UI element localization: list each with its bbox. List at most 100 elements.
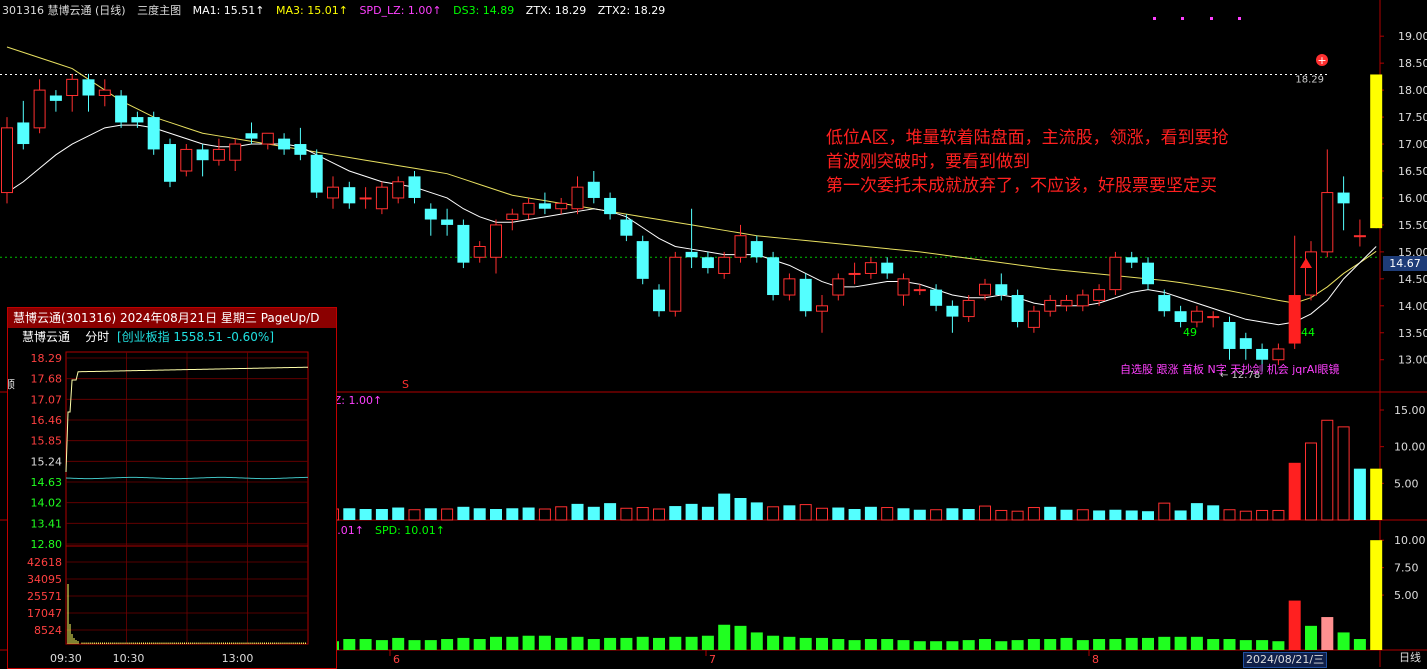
spd-bar — [604, 637, 617, 650]
spd-bar — [1305, 625, 1317, 650]
candle-body — [424, 208, 437, 220]
price-tick-label: 14.00 — [1398, 300, 1427, 313]
popup-price-tick: 15.24 — [31, 455, 63, 468]
popup-volume-tick: 34095 — [27, 573, 62, 586]
spd-bar — [783, 636, 796, 650]
candle-body — [979, 283, 991, 296]
candle-body — [701, 257, 714, 269]
spd-bar — [767, 635, 780, 650]
annotation-line-3: 第一次委托未成就放弃了，不应该，好股票要坚定买 — [826, 176, 1217, 196]
panel3-right-label: SPD: 10.01↑ — [375, 524, 445, 537]
price-tick-label: 14.50 — [1398, 273, 1427, 286]
candle-body — [734, 235, 747, 258]
spd-bar — [718, 624, 731, 650]
spd-bar — [832, 639, 845, 650]
volume-bar — [1174, 510, 1187, 520]
spd-bar — [816, 637, 828, 650]
volume-bar — [473, 508, 486, 520]
popup-side-label: 顺 — [8, 378, 15, 391]
spd-bar — [1288, 600, 1301, 650]
spd-bar — [979, 639, 991, 650]
buy-plus-icon — [1316, 54, 1328, 66]
volume-bar — [864, 506, 877, 520]
volume-bar — [701, 506, 714, 520]
signal-dot — [1210, 17, 1213, 20]
current-price-tag: 14.67 — [1383, 256, 1427, 271]
volume-bar — [1207, 505, 1220, 520]
candle-body — [261, 132, 274, 145]
volume-bar — [571, 503, 584, 520]
candle-body — [816, 305, 828, 312]
candle-body — [392, 181, 405, 199]
candle-body — [131, 117, 144, 123]
candle-body — [1142, 262, 1154, 285]
spd-bar — [1158, 636, 1171, 650]
popup-mode[interactable]: 分时 — [85, 330, 110, 344]
current-date-box: 2024/08/21/三 — [1243, 652, 1328, 668]
candle-body — [245, 133, 258, 139]
volume-bar — [718, 493, 731, 520]
spd-bar — [343, 639, 356, 650]
volume-bar — [881, 507, 894, 521]
candle-body — [1109, 256, 1122, 291]
spd-bar — [522, 635, 535, 650]
popup-volume-tick: 8524 — [34, 624, 62, 637]
signal-dot — [1181, 17, 1184, 20]
indicator-ma1: MA1: 15.51↑ — [192, 4, 265, 17]
candle-body — [832, 278, 845, 296]
price-tick-label: 16.00 — [1398, 192, 1427, 205]
spd-bar — [750, 632, 763, 650]
candle-body — [1027, 310, 1040, 328]
annotation-line-1: 低位A区，堆量软着陆盘面，主流股，领涨，看到要抢 — [826, 128, 1229, 148]
intraday-popup[interactable]: 慧博云通(301316) 2024年08月21日 星期三 PageUp/D 慧博… — [7, 307, 337, 669]
spd-bar — [636, 636, 649, 650]
popup-volume-tick: 25571 — [27, 590, 62, 603]
spd-bar — [1011, 640, 1024, 650]
spd-bar — [734, 625, 747, 650]
spd-bar — [1125, 637, 1138, 650]
spd-bar — [441, 639, 454, 650]
candle-body — [962, 299, 975, 318]
candle-body — [33, 89, 46, 129]
x-tick-label: 6 — [393, 653, 400, 666]
candle-body — [653, 289, 665, 312]
candle-body — [555, 202, 568, 210]
price-tick-label: 18.00 — [1398, 84, 1427, 97]
candle-body — [620, 219, 633, 236]
candle-body — [1, 127, 13, 194]
volume-bar — [1142, 511, 1154, 520]
candle-body — [913, 289, 926, 292]
volume-bar — [653, 508, 665, 521]
spd-bar — [1142, 637, 1154, 650]
popup-title[interactable]: 慧博云通(301316) 2024年08月21日 星期三 PageUp/D — [8, 308, 336, 328]
volume-bar — [343, 508, 356, 520]
spd-bar — [620, 637, 633, 650]
spd-bar — [848, 640, 861, 650]
s-marker-label: S — [402, 378, 409, 391]
price-tick-label: 19.00 — [1398, 30, 1427, 43]
period-label[interactable]: 日线 — [1399, 651, 1421, 664]
main-indicator-label[interactable]: 三度主图 — [137, 4, 182, 17]
candle-body — [1076, 294, 1089, 307]
popup-price-tick: 12.80 — [31, 538, 63, 551]
popup-time-label: 09:30 — [50, 652, 82, 665]
spd-bar — [1093, 639, 1106, 650]
spd-bar — [897, 640, 910, 650]
candle-body — [750, 241, 763, 258]
volume-bar — [1060, 509, 1073, 520]
volume-bar — [685, 503, 698, 520]
spd-bar — [1337, 632, 1350, 650]
candle-body — [636, 241, 649, 279]
spd-tick-label: 5.00 — [1394, 589, 1419, 602]
spd-bar — [701, 635, 714, 650]
volume-bar — [392, 507, 405, 520]
candle-body — [1093, 289, 1106, 301]
spd-bar — [506, 636, 519, 650]
candle-body — [310, 154, 323, 193]
candle-body — [897, 278, 910, 296]
spd-bar — [1060, 637, 1073, 650]
spd-bar — [408, 640, 421, 650]
spd-bar — [457, 637, 470, 650]
indicator-ds3: DS3: 14.89 — [453, 4, 515, 17]
